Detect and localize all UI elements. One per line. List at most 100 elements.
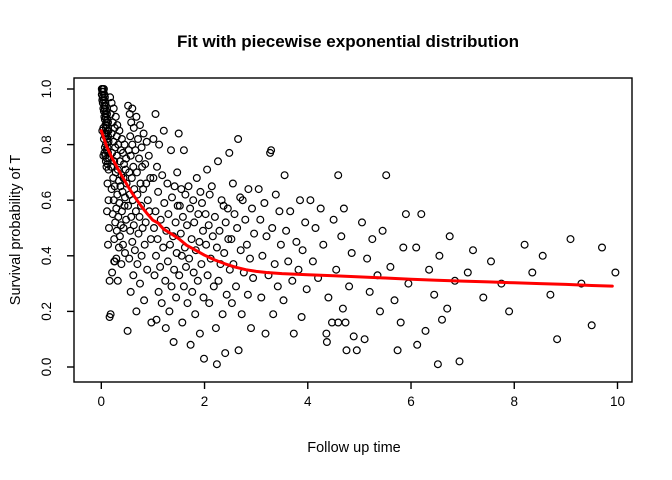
data-point [237,310,246,319]
data-point [140,240,149,249]
data-point [202,240,211,249]
data-point [158,171,167,180]
data-point [170,265,179,274]
data-point [337,232,346,241]
data-point [125,254,134,263]
data-point [289,329,298,338]
data-point [210,212,219,221]
data-point [247,324,256,333]
data-point [322,329,331,338]
data-point [104,196,113,205]
data-point [258,251,267,260]
data-point [129,123,138,132]
data-point [233,224,242,233]
data-point [250,229,259,238]
data-point [294,265,303,274]
data-point [126,287,135,296]
data-point [120,249,129,258]
data-point [396,318,405,327]
data-point [587,321,596,330]
fit-curve [99,129,614,288]
data-point [301,218,310,227]
data-point [126,132,135,141]
data-point [469,246,478,255]
data-point [249,274,258,283]
data-point [236,246,245,255]
data-point [144,151,153,160]
data-point [203,165,212,174]
data-point [430,290,439,299]
y-axis-ticks [67,88,74,368]
x-tick-label: 0 [98,394,106,409]
data-point [358,218,367,227]
data-point [155,140,164,149]
data-point [217,196,226,205]
data-point [173,168,182,177]
data-point [553,335,562,344]
data-point [149,174,158,183]
data-point [308,257,317,266]
data-point [288,276,297,285]
data-point [220,249,229,258]
data-point [105,276,114,285]
data-point [186,340,195,349]
data-point [150,271,159,280]
data-point [117,207,126,216]
y-tick-label: 0.0 [39,358,54,377]
data-point [425,265,434,274]
data-point [284,257,293,266]
data-point [129,271,138,280]
data-point [149,135,158,144]
data-point [227,299,236,308]
data-point [505,307,514,316]
data-point [143,265,152,274]
data-point [438,315,447,324]
data-point [140,296,149,305]
data-point [132,307,141,316]
data-point [165,307,174,316]
data-point [204,221,213,230]
data-point [205,299,214,308]
data-point [119,160,128,169]
data-point [189,196,198,205]
data-point [156,215,165,224]
data-point [161,324,170,333]
data-point [185,254,194,263]
data-point [341,318,350,327]
data-point [232,282,241,291]
data-point [152,251,161,260]
data-point [260,199,269,208]
data-point [127,212,136,221]
data-point [349,332,358,341]
data-point [128,237,137,246]
data-point [296,196,305,205]
data-point [433,360,442,369]
data-point [412,243,421,252]
data-point [275,207,284,216]
data-point [143,196,152,205]
data-point [131,146,140,155]
data-point [302,285,311,294]
data-point [223,204,232,213]
data-point [103,240,112,249]
data-point [198,199,207,208]
data-point [286,207,295,216]
data-point [276,240,285,249]
data-point [113,190,122,199]
data-point [268,224,277,233]
data-point [445,232,454,241]
data-point [169,338,178,347]
data-point [197,260,206,269]
data-point [376,307,385,316]
data-point [179,282,188,291]
data-point [329,215,338,224]
data-point [214,276,223,285]
data-point [566,235,575,244]
data-point [181,190,190,199]
data-point [332,265,341,274]
y-axis-label: Survival probability of T [8,155,24,306]
data-point [221,218,230,227]
data-point [201,210,210,219]
data-point [360,335,369,344]
